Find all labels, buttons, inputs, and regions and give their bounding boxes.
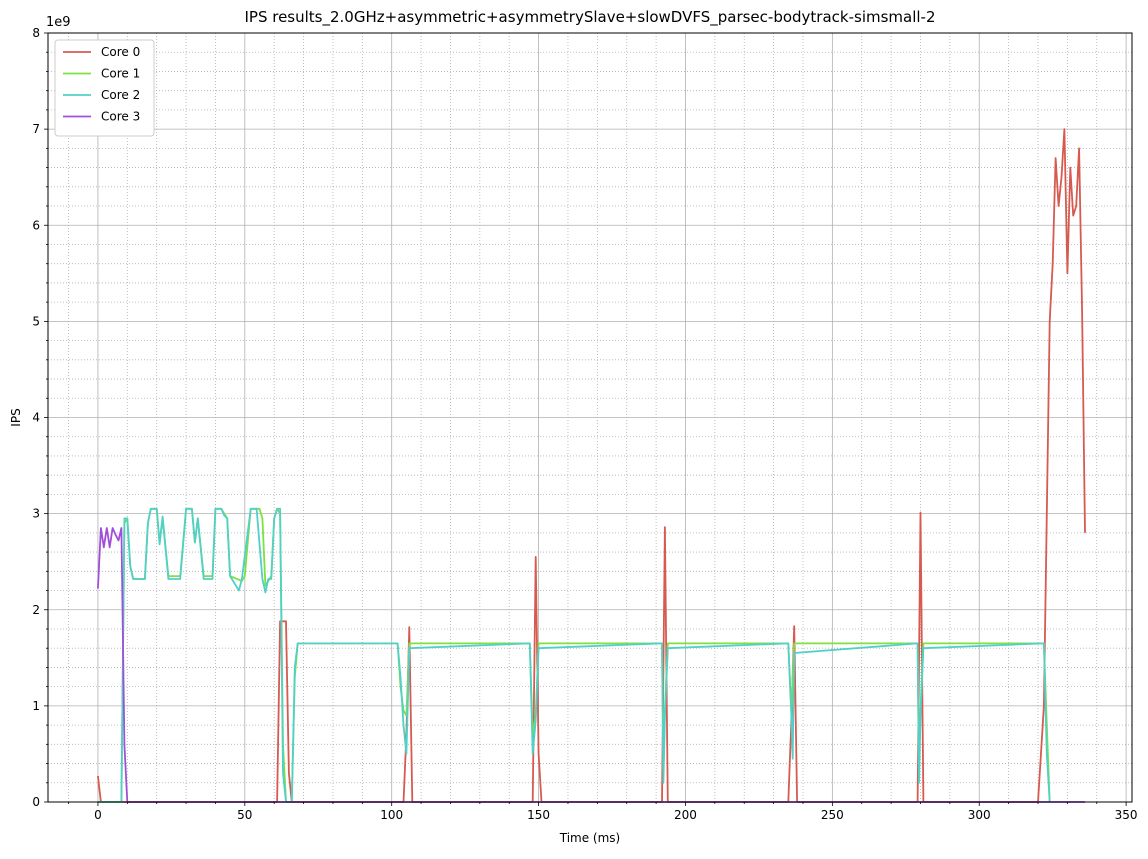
- legend-label: Core 2: [101, 88, 140, 102]
- series-line-core-1: [97, 507, 1051, 803]
- x-tick-label: 100: [380, 808, 403, 822]
- y-tick-label: 6: [32, 218, 40, 232]
- y-tick-label: 3: [32, 507, 40, 521]
- legend-label: Core 1: [101, 67, 140, 81]
- series-line-core-3: [97, 527, 1085, 803]
- y-tick-label: 4: [32, 411, 40, 425]
- y-tick-label: 1: [32, 699, 40, 713]
- y-axis-label: IPS: [9, 408, 23, 426]
- x-tick-label: 0: [94, 808, 102, 822]
- x-tick-label: 150: [527, 808, 550, 822]
- axis-ticks: 0 50 100 150 200 250 300 350 0 1 2 3 4 5 6 7 8: [32, 26, 1137, 822]
- grid: [48, 32, 1132, 803]
- y-tick-label: 5: [32, 314, 40, 328]
- x-tick-label: 50: [237, 808, 252, 822]
- y-axis-offset-text: 1e9: [46, 15, 71, 30]
- x-tick-label: 300: [968, 808, 991, 822]
- legend: Core 0 Core 1 Core 2 Core 3: [54, 39, 155, 137]
- legend-box: [54, 39, 155, 137]
- legend-label: Core 0: [101, 45, 140, 59]
- y-tick-label: 2: [32, 603, 40, 617]
- chart-title: IPS results_2.0GHz+asymmetric+asymmetryS…: [244, 8, 935, 27]
- legend-label: Core 3: [101, 110, 140, 124]
- series-line-core-2: [97, 507, 1051, 803]
- x-tick-label: 250: [821, 808, 844, 822]
- y-tick-label: 8: [32, 26, 40, 40]
- x-axis-label: Time (ms): [559, 831, 621, 845]
- series-group: [97, 128, 1086, 803]
- y-tick-label: 0: [32, 795, 40, 809]
- y-tick-label: 7: [32, 122, 40, 136]
- x-tick-label: 350: [1115, 808, 1138, 822]
- x-tick-label: 200: [674, 808, 697, 822]
- series-line-core-0: [97, 128, 1086, 803]
